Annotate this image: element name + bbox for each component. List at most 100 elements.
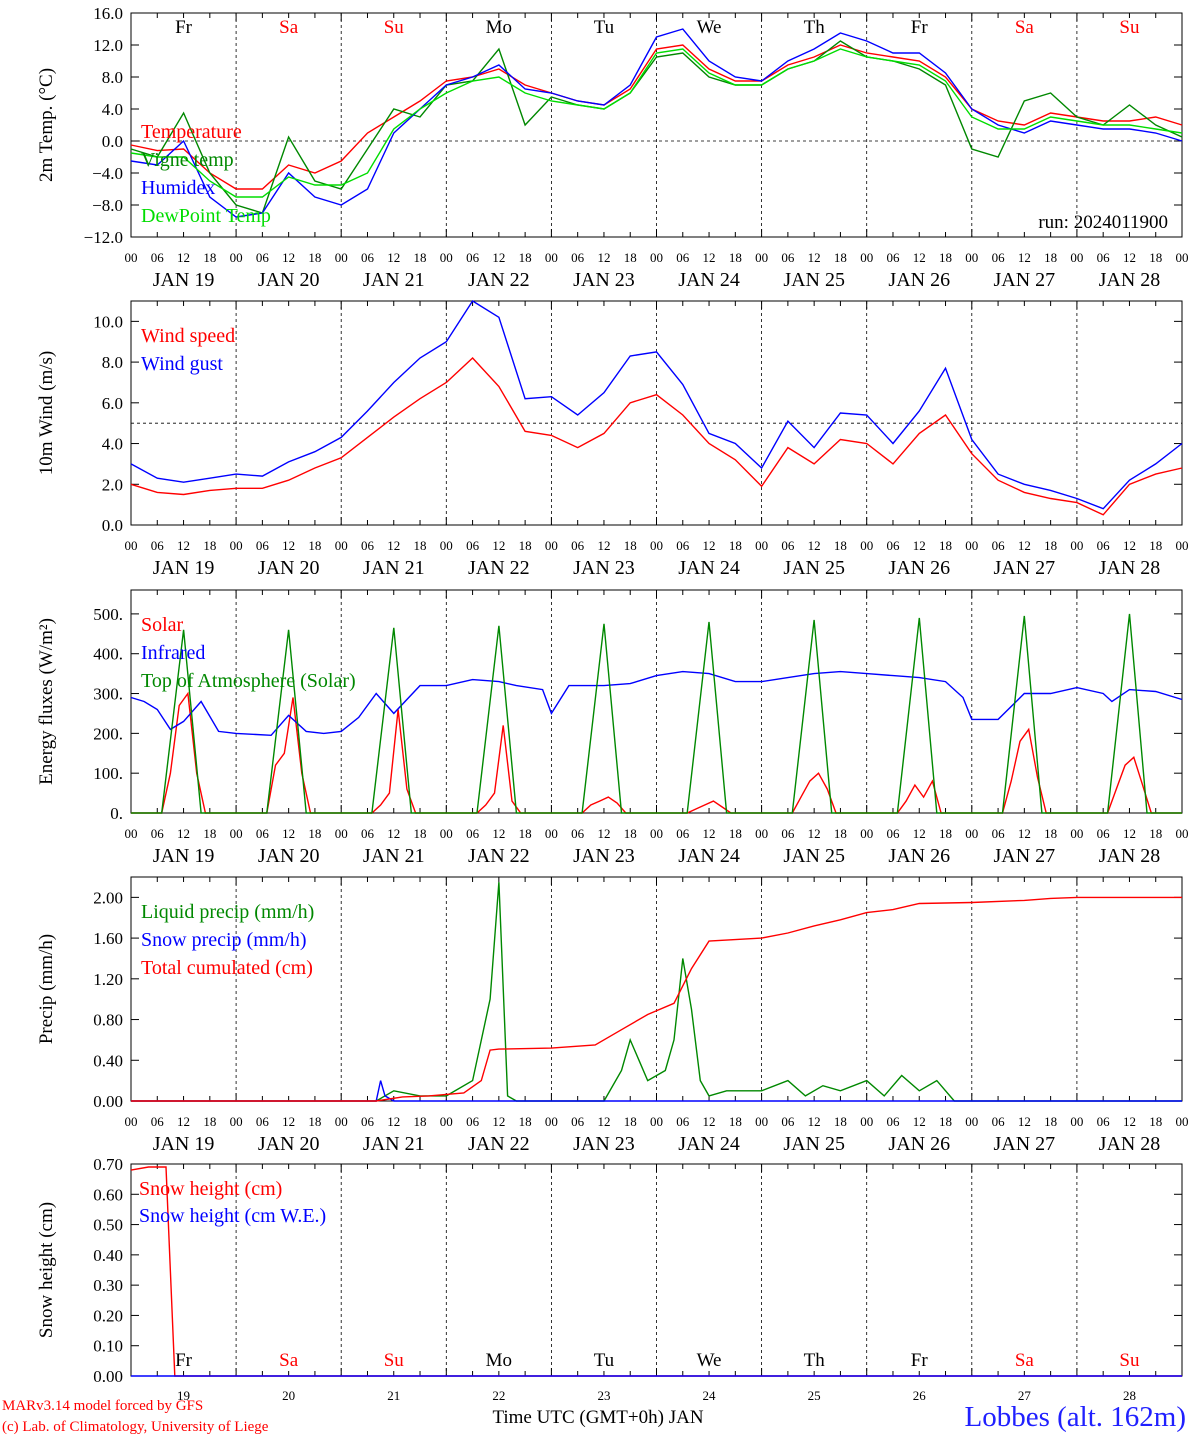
hour-tick-label: 12 <box>177 826 190 841</box>
legend-entry: Top of Atmosphere (Solar) <box>141 670 356 692</box>
legend-entry: Snow height (cm) <box>139 1178 282 1200</box>
hour-tick-label: 12 <box>1123 1114 1136 1129</box>
hour-tick-label: 00 <box>860 826 873 841</box>
series-line-vigne-temp <box>130 40 1183 214</box>
hour-tick-label: 12 <box>1018 538 1031 553</box>
day-abbr-label: Sa <box>1015 17 1035 38</box>
hour-tick-label: 06 <box>1097 1114 1111 1129</box>
hour-tick-label: 18 <box>939 250 952 265</box>
hour-tick-label: 18 <box>414 1114 427 1129</box>
hour-tick-label: 00 <box>545 538 558 553</box>
y-tick-label: 0. <box>110 804 123 823</box>
hour-tick-label: 18 <box>308 538 321 553</box>
date-label: JAN 23 <box>573 557 635 579</box>
series-line-wind-gust <box>130 300 1183 510</box>
day-abbr-label: We <box>697 17 722 38</box>
legend-entry: Wind speed <box>141 325 235 347</box>
date-label: JAN 27 <box>994 269 1056 291</box>
y-tick-label: 300. <box>93 685 123 704</box>
hour-tick-label: 00 <box>965 826 978 841</box>
y-tick-label: 0.30 <box>93 1276 123 1295</box>
y-tick-label: 2.0 <box>102 475 123 494</box>
day-number-label: 20 <box>282 1388 295 1403</box>
date-label: JAN 22 <box>468 845 530 867</box>
date-label: JAN 22 <box>468 269 530 291</box>
hour-tick-label: 06 <box>992 826 1006 841</box>
hour-tick-label: 06 <box>256 826 270 841</box>
hour-tick-label: 06 <box>992 1114 1006 1129</box>
x-axis-label: Time UTC (GMT+0h) JAN <box>492 1407 703 1428</box>
hour-tick-label: 12 <box>177 250 190 265</box>
hour-tick-label: 06 <box>151 538 165 553</box>
date-label: JAN 20 <box>258 1133 320 1155</box>
date-label: JAN 28 <box>1099 269 1161 291</box>
date-label: JAN 21 <box>363 1133 425 1155</box>
day-number-label: 21 <box>387 1388 400 1403</box>
hour-tick-label: 12 <box>387 1114 400 1129</box>
date-label: JAN 20 <box>258 269 320 291</box>
hour-tick-label: 06 <box>256 250 270 265</box>
hour-tick-label: 00 <box>440 1114 453 1129</box>
hour-tick-label: 00 <box>440 826 453 841</box>
hour-tick-label: 18 <box>308 250 321 265</box>
hour-tick-label: 00 <box>335 1114 348 1129</box>
hour-tick-label: 18 <box>1149 538 1162 553</box>
hour-tick-label: 12 <box>913 538 926 553</box>
hour-tick-label: 00 <box>335 826 348 841</box>
date-label: JAN 21 <box>363 269 425 291</box>
plot-frame <box>130 300 1183 526</box>
day-abbr-label: Mo <box>486 1350 512 1371</box>
hour-tick-label: 06 <box>466 826 480 841</box>
hour-tick-label: 06 <box>1097 250 1111 265</box>
hour-tick-label: 00 <box>1070 250 1083 265</box>
hour-tick-label: 18 <box>834 250 847 265</box>
date-label: JAN 28 <box>1099 1133 1161 1155</box>
legend-entry: Snow precip (mm/h) <box>141 929 307 951</box>
y-axis-label: Energy fluxes (W/m²) <box>36 618 57 785</box>
hour-tick-label: 18 <box>414 826 427 841</box>
hour-tick-label: 18 <box>308 1114 321 1129</box>
y-tick-label: 0.70 <box>93 1155 123 1174</box>
hour-tick-label: 00 <box>1070 538 1083 553</box>
legend-entry: Liquid precip (mm/h) <box>141 901 314 923</box>
date-label: JAN 24 <box>678 269 740 291</box>
legend-entry: Snow height (cm W.E.) <box>139 1205 326 1227</box>
hour-tick-label: 00 <box>1070 826 1083 841</box>
hour-tick-label: 18 <box>203 1114 216 1129</box>
date-label: JAN 21 <box>363 845 425 867</box>
date-label: JAN 19 <box>153 1133 215 1155</box>
hour-tick-label: 18 <box>624 538 637 553</box>
y-tick-label: 0.60 <box>93 1185 123 1204</box>
date-label: JAN 22 <box>468 557 530 579</box>
station-label: Lobbes (alt. 162m) <box>964 1401 1186 1433</box>
hour-tick-label: 06 <box>361 1114 375 1129</box>
hour-tick-label: 18 <box>939 826 952 841</box>
hour-tick-label: 18 <box>1149 826 1162 841</box>
day-number-label: 25 <box>808 1388 821 1403</box>
hour-tick-label: 06 <box>992 250 1006 265</box>
hour-tick-label: 18 <box>1044 1114 1057 1129</box>
series-line-humidex <box>130 28 1183 218</box>
hour-tick-label: 06 <box>992 538 1006 553</box>
day-abbr-label: Fr <box>175 1350 193 1371</box>
legend-entry: Vigne temp <box>141 149 234 171</box>
hour-tick-label: 12 <box>492 826 505 841</box>
y-tick-label: 0.20 <box>93 1306 123 1325</box>
hour-tick-label: 00 <box>125 826 138 841</box>
day-number-label: 26 <box>913 1388 927 1403</box>
legend-entry: Infrared <box>141 642 205 664</box>
hour-tick-label: 18 <box>729 250 742 265</box>
hour-tick-label: 06 <box>256 1114 270 1129</box>
run-label: run: 2024011900 <box>1038 212 1168 233</box>
hour-tick-label: 12 <box>913 1114 926 1129</box>
hour-tick-label: 12 <box>1123 826 1136 841</box>
day-abbr-label: We <box>697 1350 722 1371</box>
y-tick-label: 6.0 <box>102 394 123 413</box>
hour-tick-label: 06 <box>781 538 795 553</box>
hour-tick-label: 00 <box>1070 1114 1083 1129</box>
hour-tick-label: 00 <box>755 538 768 553</box>
hour-tick-label: 00 <box>125 250 138 265</box>
day-number-label: 19 <box>177 1388 190 1403</box>
date-label: JAN 28 <box>1099 557 1161 579</box>
y-tick-label: 8.0 <box>102 68 123 87</box>
